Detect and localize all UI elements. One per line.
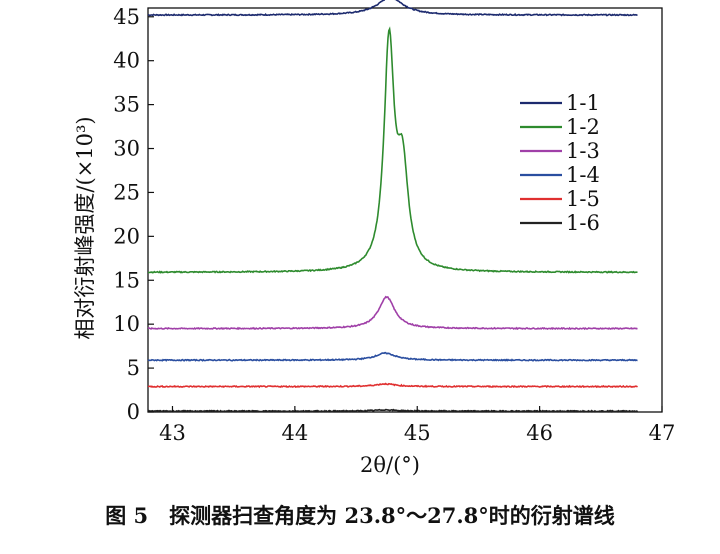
series-line-1-5 — [147, 382, 638, 389]
y-tick-label: 35 — [113, 93, 140, 117]
series-layer — [147, 0, 638, 413]
legend-label: 1-3 — [566, 139, 600, 163]
legend-label: 1-5 — [566, 187, 600, 211]
plot-border — [147, 7, 663, 413]
x-tick-label: 46 — [526, 421, 553, 445]
y-tick-label: 15 — [113, 268, 140, 292]
series-line-1-3 — [147, 295, 638, 331]
legend-label: 1-6 — [566, 211, 600, 235]
x-tick-label: 44 — [281, 421, 308, 445]
y-tick-label: 25 — [113, 180, 140, 204]
y-tick-label: 30 — [113, 137, 140, 161]
legend: 1-11-21-31-41-51-6 — [520, 91, 600, 235]
y-tick-label: 0 — [127, 400, 140, 424]
x-tick-label: 43 — [159, 421, 186, 445]
x-tick-label: 45 — [404, 421, 431, 445]
x-tick-label: 47 — [649, 421, 676, 445]
y-axis-label: 相对衍射峰强度/(×10³) — [73, 116, 97, 339]
legend-label: 1-2 — [566, 115, 600, 139]
series-line-1-1 — [147, 0, 638, 17]
plot-frame — [147, 7, 663, 413]
y-tick-label: 40 — [113, 49, 140, 73]
y-tick-label: 5 — [127, 356, 140, 380]
y-tick-label: 10 — [113, 312, 140, 336]
figure-caption: 图 5 探测器扫查角度为 23.8°～27.8°时的衍射谱线 — [105, 503, 615, 528]
legend-label: 1-1 — [566, 91, 600, 115]
ticks-layer: 43 44 45 46 47 0 5 10 15 20 25 30 35 40 45 — [113, 5, 675, 445]
series-line-1-4 — [147, 351, 638, 362]
x-axis-label: 2θ/(°) — [360, 453, 420, 477]
series-line-1-6 — [147, 408, 638, 413]
y-tick-label: 45 — [113, 5, 140, 29]
legend-label: 1-4 — [566, 163, 600, 187]
series-line-1-2 — [148, 26, 638, 274]
y-tick-label: 20 — [113, 224, 140, 248]
